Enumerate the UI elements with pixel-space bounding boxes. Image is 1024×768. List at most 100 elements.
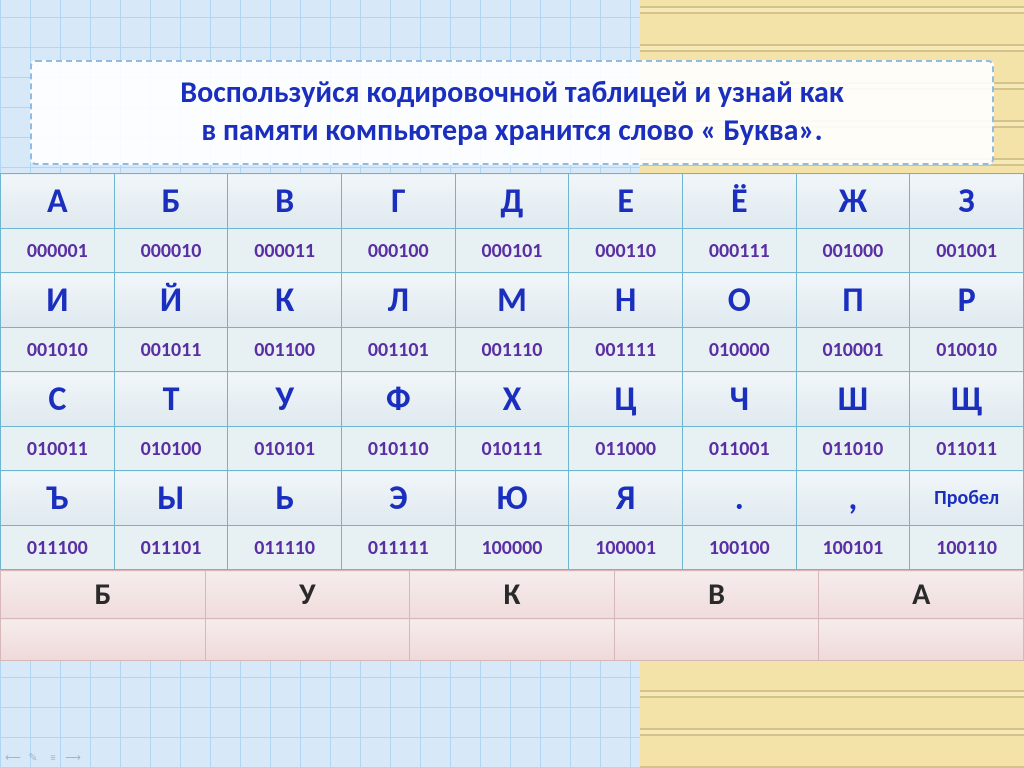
- encoding-code-cell: 011101: [114, 526, 228, 570]
- encoding-code-cell: 100110: [910, 526, 1024, 570]
- word-letter-cell: А: [819, 571, 1024, 619]
- forward-arrow-icon[interactable]: ⟶: [66, 750, 80, 764]
- encoding-letter-row: АБВГДЕЁЖЗ: [1, 174, 1024, 229]
- encoding-code-cell: 001010: [1, 328, 115, 372]
- encoding-code-cell: 010111: [455, 427, 569, 471]
- encoding-code-cell: 000010: [114, 229, 228, 273]
- encoding-code-cell: 011100: [1, 526, 115, 570]
- encoding-letter-cell: Ф: [341, 372, 455, 427]
- encoding-letter-cell: ,: [796, 471, 910, 526]
- encoding-code-cell: 001110: [455, 328, 569, 372]
- encoding-code-cell: 001100: [228, 328, 342, 372]
- word-answer-cell[interactable]: [205, 619, 410, 661]
- encoding-code-cell: 010101: [228, 427, 342, 471]
- word-answer-cell[interactable]: [410, 619, 615, 661]
- encoding-code-cell: 001111: [569, 328, 683, 372]
- encoding-letter-cell: .: [682, 471, 796, 526]
- word-letter-cell: В: [614, 571, 819, 619]
- encoding-code-row: 0010100010110011000011010011100011110100…: [1, 328, 1024, 372]
- encoding-letter-cell: У: [228, 372, 342, 427]
- encoding-letter-cell: О: [682, 273, 796, 328]
- word-letter-cell: У: [205, 571, 410, 619]
- pen-icon[interactable]: ✎: [26, 750, 40, 764]
- encoding-code-row: 0111000111010111100111111000001000011001…: [1, 526, 1024, 570]
- encoding-code-cell: 011001: [682, 427, 796, 471]
- encoding-letter-cell: Б: [114, 174, 228, 229]
- encoding-letter-cell: Щ: [910, 372, 1024, 427]
- encoding-code-cell: 010001: [796, 328, 910, 372]
- encoding-letter-cell: Пробел: [910, 471, 1024, 526]
- encoding-code-cell: 100000: [455, 526, 569, 570]
- word-answers-row: [1, 619, 1024, 661]
- encoding-letter-cell: Р: [910, 273, 1024, 328]
- back-arrow-icon[interactable]: ⟵: [6, 750, 20, 764]
- encoding-letter-cell: Ь: [228, 471, 342, 526]
- encoding-code-cell: 011111: [341, 526, 455, 570]
- encoding-letter-cell: С: [1, 372, 115, 427]
- encoding-letter-cell: И: [1, 273, 115, 328]
- encoding-code-cell: 010100: [114, 427, 228, 471]
- encoding-letter-cell: З: [910, 174, 1024, 229]
- encoding-letter-cell: Л: [341, 273, 455, 328]
- encoding-code-cell: 010110: [341, 427, 455, 471]
- encoding-letter-cell: М: [455, 273, 569, 328]
- encoding-code-cell: 000001: [1, 229, 115, 273]
- encoding-code-cell: 000111: [682, 229, 796, 273]
- encoding-code-cell: 011110: [228, 526, 342, 570]
- nav-toolbar: ⟵ ✎ ≡ ⟶: [6, 750, 80, 764]
- slide-content: Воспользуйся кодировочной таблицей и узн…: [0, 0, 1024, 768]
- word-letter-cell: К: [410, 571, 615, 619]
- encoding-letter-cell: А: [1, 174, 115, 229]
- encoding-letter-cell: Е: [569, 174, 683, 229]
- encoding-letter-cell: Д: [455, 174, 569, 229]
- encoding-code-cell: 011010: [796, 427, 910, 471]
- encoding-letter-cell: Ц: [569, 372, 683, 427]
- encoding-letter-cell: Ж: [796, 174, 910, 229]
- encoding-letter-cell: Ю: [455, 471, 569, 526]
- encoding-code-cell: 000101: [455, 229, 569, 273]
- encoding-letter-cell: Т: [114, 372, 228, 427]
- encoding-letter-cell: Ч: [682, 372, 796, 427]
- encoding-code-cell: 010011: [1, 427, 115, 471]
- encoding-code-cell: 100100: [682, 526, 796, 570]
- encoding-code-cell: 011000: [569, 427, 683, 471]
- encoding-letter-cell: Ъ: [1, 471, 115, 526]
- encoding-code-cell: 001101: [341, 328, 455, 372]
- encoding-code-row: 0100110101000101010101100101110110000110…: [1, 427, 1024, 471]
- encoding-letter-cell: Я: [569, 471, 683, 526]
- word-letter-cell: Б: [1, 571, 206, 619]
- title-box: Воспользуйся кодировочной таблицей и узн…: [30, 60, 994, 165]
- encoding-code-cell: 001001: [910, 229, 1024, 273]
- word-table: БУКВА: [0, 570, 1024, 661]
- encoding-letter-cell: Ё: [682, 174, 796, 229]
- encoding-letter-cell: В: [228, 174, 342, 229]
- encoding-code-cell: 000011: [228, 229, 342, 273]
- encoding-code-cell: 010000: [682, 328, 796, 372]
- encoding-code-cell: 001000: [796, 229, 910, 273]
- menu-icon[interactable]: ≡: [46, 750, 60, 764]
- encoding-letter-cell: Й: [114, 273, 228, 328]
- encoding-code-cell: 011011: [910, 427, 1024, 471]
- encoding-letter-cell: Х: [455, 372, 569, 427]
- word-answer-cell[interactable]: [819, 619, 1024, 661]
- encoding-code-cell: 000100: [341, 229, 455, 273]
- title-line1: Воспользуйся кодировочной таблицей и узн…: [42, 74, 982, 112]
- encoding-letter-row: СТУФХЦЧШЩ: [1, 372, 1024, 427]
- encoding-code-cell: 100101: [796, 526, 910, 570]
- encoding-code-cell: 000110: [569, 229, 683, 273]
- encoding-table: АБВГДЕЁЖЗ0000010000100000110001000001010…: [0, 173, 1024, 570]
- encoding-letter-cell: П: [796, 273, 910, 328]
- encoding-letter-row: ИЙКЛМНОПР: [1, 273, 1024, 328]
- word-letters-row: БУКВА: [1, 571, 1024, 619]
- word-answer-cell[interactable]: [1, 619, 206, 661]
- encoding-letter-cell: Ш: [796, 372, 910, 427]
- encoding-letter-cell: К: [228, 273, 342, 328]
- encoding-letter-cell: Э: [341, 471, 455, 526]
- encoding-code-row: 0000010000100000110001000001010001100001…: [1, 229, 1024, 273]
- word-answer-cell[interactable]: [614, 619, 819, 661]
- encoding-code-cell: 001011: [114, 328, 228, 372]
- encoding-code-cell: 010010: [910, 328, 1024, 372]
- encoding-letter-cell: Н: [569, 273, 683, 328]
- encoding-letter-cell: Г: [341, 174, 455, 229]
- title-line2: в памяти компьютера хранится слово « Бук…: [42, 112, 982, 150]
